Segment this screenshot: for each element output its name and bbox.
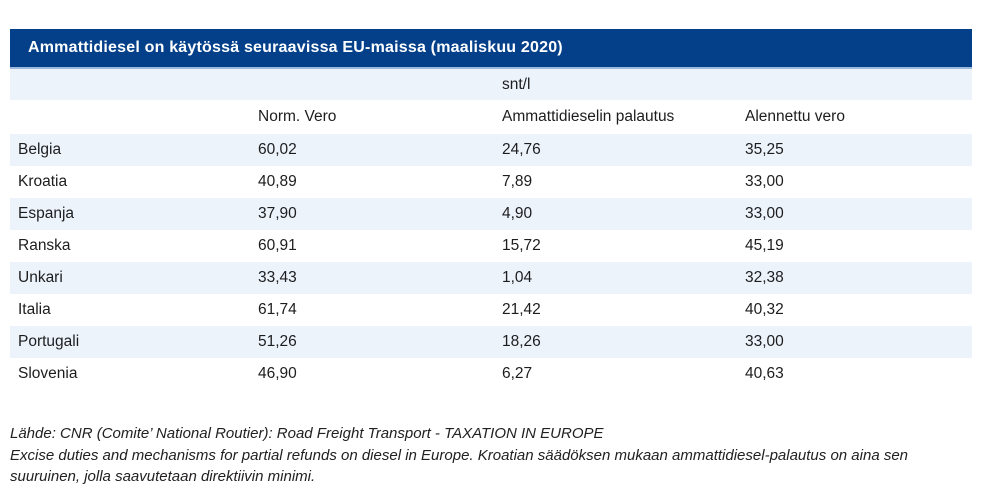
norm-vero-cell: 37,90	[258, 205, 297, 222]
alennettu-vero-cell: 40,63	[745, 365, 784, 382]
palautus-cell: 1,04	[502, 269, 533, 286]
table-row: Belgia 60,02 24,76 35,25	[10, 134, 972, 166]
column-header-norm-vero: Norm. Vero	[258, 108, 337, 125]
country-cell: Kroatia	[18, 173, 68, 190]
palautus-cell: 6,27	[502, 365, 533, 382]
note-line-2: suuruinen, jolla saavutetaan direktiivin…	[10, 468, 316, 485]
empty-cell	[10, 69, 258, 100]
alennettu-vero-cell: 33,00	[745, 205, 784, 222]
country-cell: Unkari	[18, 269, 63, 286]
unit-row: snt/l	[10, 69, 972, 100]
table-row: Italia 61,74 21,42 40,32	[10, 294, 972, 326]
country-cell: Belgia	[18, 141, 62, 158]
unit-label: snt/l	[502, 75, 531, 93]
source-line: Lähde: CNR (Comite’ National Routier): R…	[10, 425, 604, 442]
column-header-palautus: Ammattidieselin palautus	[502, 108, 675, 125]
norm-vero-cell: 40,89	[258, 173, 297, 190]
country-cell: Portugali	[18, 333, 80, 350]
norm-vero-cell: 61,74	[258, 301, 297, 318]
palautus-cell: 7,89	[502, 173, 533, 190]
column-header-row: Norm. Vero Ammattidieselin palautus Alen…	[10, 100, 972, 134]
table-row: Unkari 33,43 1,04 32,38	[10, 262, 972, 294]
table-row: Slovenia 46,90 6,27 40,63	[10, 358, 972, 390]
country-cell: Espanja	[18, 205, 75, 222]
table-title-bar: Ammattidiesel on käytössä seuraavissa EU…	[10, 29, 972, 69]
empty-cell	[10, 100, 258, 134]
alennettu-vero-cell: 35,25	[745, 141, 784, 158]
norm-vero-cell: 46,90	[258, 365, 297, 382]
palautus-cell: 4,90	[502, 205, 533, 222]
norm-vero-cell: 60,02	[258, 141, 297, 158]
country-cell: Italia	[18, 301, 51, 318]
table-title: Ammattidiesel on käytössä seuraavissa EU…	[28, 39, 563, 56]
norm-vero-cell: 33,43	[258, 269, 297, 286]
alennettu-vero-cell: 40,32	[745, 301, 784, 318]
alennettu-vero-cell: 45,19	[745, 237, 784, 254]
palautus-cell: 24,76	[502, 141, 541, 158]
country-cell: Slovenia	[18, 365, 78, 382]
palautus-cell: 15,72	[502, 237, 541, 254]
empty-cell	[258, 69, 502, 100]
table-row: Ranska 60,91 15,72 45,19	[10, 230, 972, 262]
table-row: Portugali 51,26 18,26 33,00	[10, 326, 972, 358]
alennettu-vero-cell: 33,00	[745, 173, 784, 190]
ammattidiesel-table: snt/l Norm. Vero Ammattidieselin palautu…	[10, 69, 972, 390]
alennettu-vero-cell: 33,00	[745, 333, 784, 350]
norm-vero-cell: 51,26	[258, 333, 297, 350]
footer-notes: Lähde: CNR (Comite’ National Routier): R…	[10, 423, 972, 488]
palautus-cell: 21,42	[502, 301, 541, 318]
empty-cell	[745, 69, 972, 100]
note-line-1: Excise duties and mechanisms for partial…	[10, 446, 909, 464]
alennettu-vero-cell: 32,38	[745, 269, 784, 286]
country-cell: Ranska	[18, 237, 71, 254]
table-row: Espanja 37,90 4,90 33,00	[10, 198, 972, 230]
palautus-cell: 18,26	[502, 333, 541, 350]
table-row: Kroatia 40,89 7,89 33,00	[10, 166, 972, 198]
column-header-alennettu-vero: Alennettu vero	[745, 108, 845, 125]
norm-vero-cell: 60,91	[258, 237, 297, 254]
